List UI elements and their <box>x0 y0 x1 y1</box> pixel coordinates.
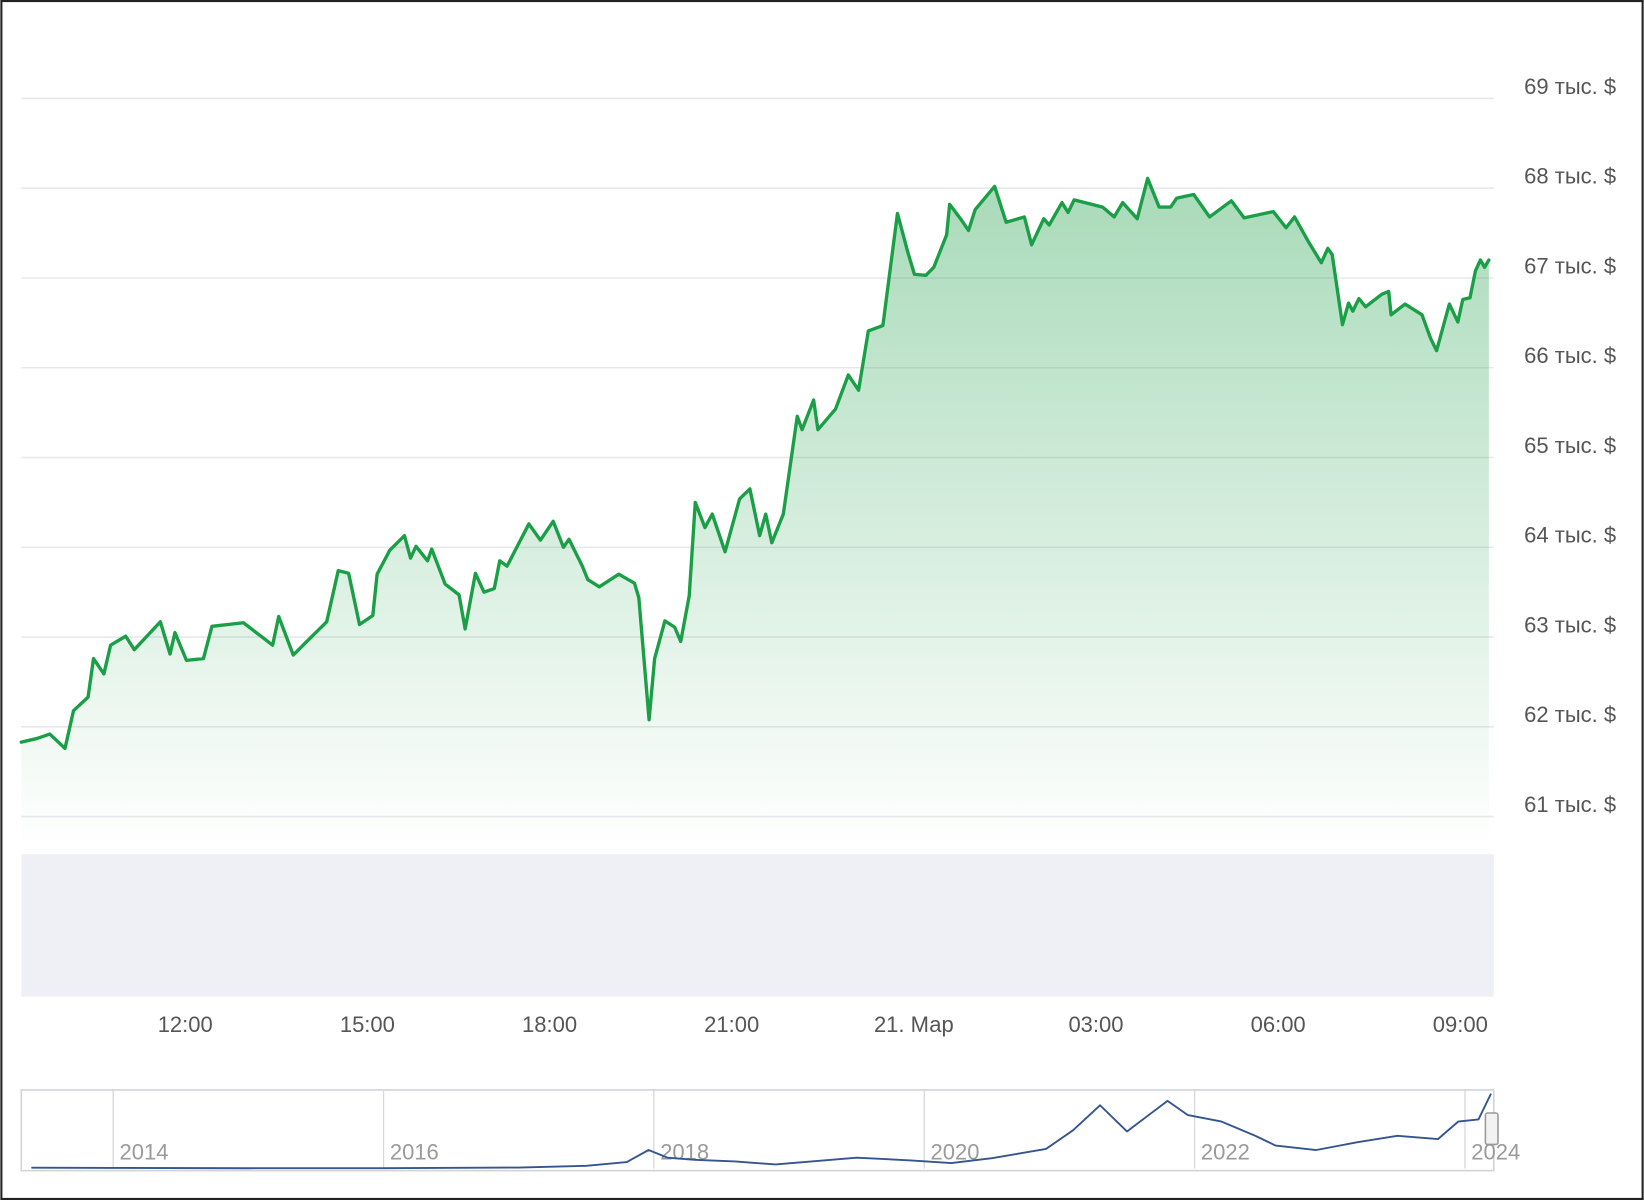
x-tick-label: 2016 <box>390 1140 439 1165</box>
x-tick-label: 21:00 <box>704 1012 759 1037</box>
y-tick-label: 67 тыс. $ <box>1524 253 1616 278</box>
y-tick-label: 69 тыс. $ <box>1524 74 1616 99</box>
line <box>19 176 1491 751</box>
x-tick-label: 06:00 <box>1251 1012 1306 1037</box>
x-tick-label: 03:00 <box>1068 1012 1123 1037</box>
y-tick-label: 63 тыс. $ <box>1524 612 1616 637</box>
x-tick-label: 18:00 <box>522 1012 577 1037</box>
area <box>21 178 1489 849</box>
y-tick-label: 64 тыс. $ <box>1524 523 1616 548</box>
line <box>31 1093 1492 1170</box>
y-tick-label: 62 тыс. $ <box>1524 702 1616 727</box>
x-tick-label: 15:00 <box>340 1012 395 1037</box>
y-tick-label: 66 тыс. $ <box>1524 343 1616 368</box>
x-tick-label: 12:00 <box>158 1012 213 1037</box>
y-tick-label: 61 тыс. $ <box>1524 792 1616 817</box>
y-tick-label: 68 тыс. $ <box>1524 164 1616 189</box>
x-tick-label: 2014 <box>120 1140 169 1165</box>
x-tick-label: 2022 <box>1201 1140 1250 1165</box>
y-tick-label: 65 тыс. $ <box>1524 433 1616 458</box>
x-tick-label: 09:00 <box>1433 1012 1488 1037</box>
x-tick-label: 21. Мар <box>874 1012 954 1037</box>
navigator-handle[interactable] <box>1484 1112 1499 1146</box>
volume-band <box>21 854 1494 997</box>
